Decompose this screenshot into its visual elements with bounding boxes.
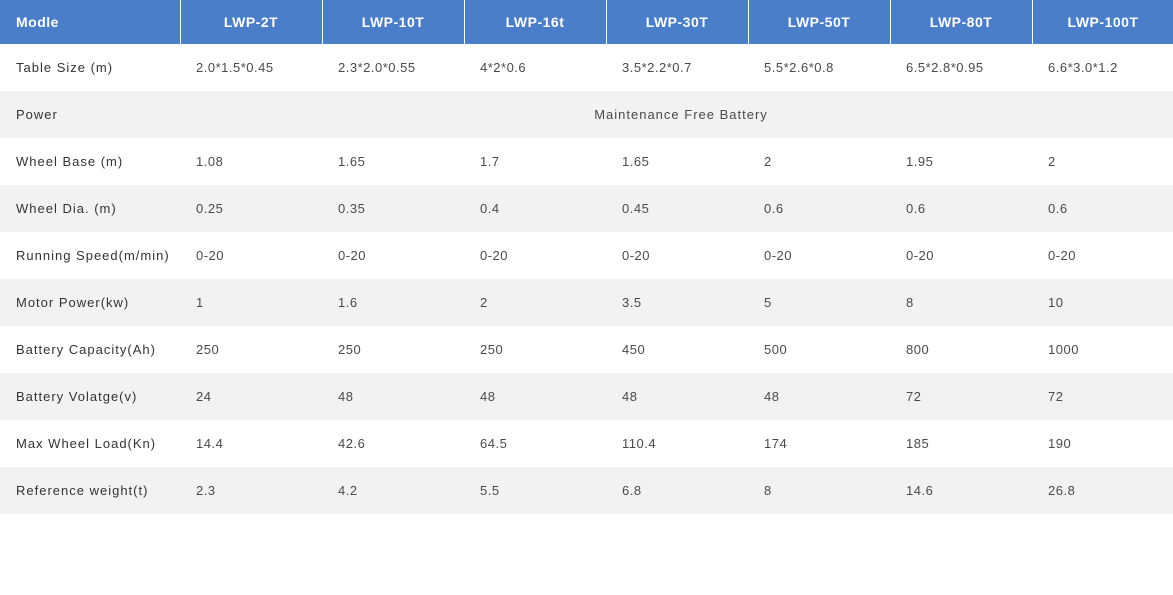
cell: 3.5*2.2*0.7 <box>606 44 748 91</box>
cell: 6.6*3.0*1.2 <box>1032 44 1173 91</box>
table-row: Reference weight(t)2.34.25.56.8814.626.8 <box>0 467 1173 514</box>
table-row: Wheel Dia. (m)0.250.350.40.450.60.60.6 <box>0 185 1173 232</box>
cell: 5.5*2.6*0.8 <box>748 44 890 91</box>
cell: 250 <box>464 326 606 373</box>
cell: 2 <box>464 279 606 326</box>
cell: 0.6 <box>890 185 1032 232</box>
row-label: Running Speed(m/min) <box>0 232 180 279</box>
cell: 48 <box>464 373 606 420</box>
table-row: Running Speed(m/min)0-200-200-200-200-20… <box>0 232 1173 279</box>
cell: 1.95 <box>890 138 1032 185</box>
cell: 185 <box>890 420 1032 467</box>
cell: 0-20 <box>890 232 1032 279</box>
row-label: Max Wheel Load(Kn) <box>0 420 180 467</box>
cell: 1.7 <box>464 138 606 185</box>
row-label: Power <box>0 91 180 138</box>
table-row: Table Size (m)2.0*1.5*0.452.3*2.0*0.554*… <box>0 44 1173 91</box>
spanned-cell: Maintenance Free Battery <box>180 91 1173 138</box>
cell: 0.35 <box>322 185 464 232</box>
cell: 64.5 <box>464 420 606 467</box>
cell: 0-20 <box>180 232 322 279</box>
cell: 14.6 <box>890 467 1032 514</box>
cell: 1.08 <box>180 138 322 185</box>
cell: 500 <box>748 326 890 373</box>
cell: 14.4 <box>180 420 322 467</box>
col-header: LWP-100T <box>1032 0 1173 44</box>
cell: 10 <box>1032 279 1173 326</box>
cell: 0-20 <box>1032 232 1173 279</box>
row-label: Battery Capacity(Ah) <box>0 326 180 373</box>
col-header: LWP-30T <box>606 0 748 44</box>
row-label: Motor Power(kw) <box>0 279 180 326</box>
cell: 800 <box>890 326 1032 373</box>
cell: 5.5 <box>464 467 606 514</box>
cell: 26.8 <box>1032 467 1173 514</box>
table-body: Table Size (m)2.0*1.5*0.452.3*2.0*0.554*… <box>0 44 1173 514</box>
row-label: Wheel Base (m) <box>0 138 180 185</box>
cell: 1.6 <box>322 279 464 326</box>
cell: 3.5 <box>606 279 748 326</box>
cell: 250 <box>180 326 322 373</box>
spec-table: Modle LWP-2T LWP-10T LWP-16t LWP-30T LWP… <box>0 0 1173 514</box>
col-header: LWP-16t <box>464 0 606 44</box>
cell: 6.5*2.8*0.95 <box>890 44 1032 91</box>
cell: 450 <box>606 326 748 373</box>
cell: 1.65 <box>322 138 464 185</box>
row-label: Wheel Dia. (m) <box>0 185 180 232</box>
cell: 72 <box>890 373 1032 420</box>
table-row: Battery Volatge(v)24484848487272 <box>0 373 1173 420</box>
cell: 5 <box>748 279 890 326</box>
col-header: LWP-50T <box>748 0 890 44</box>
col-header: Modle <box>0 0 180 44</box>
col-header: LWP-2T <box>180 0 322 44</box>
row-label: Table Size (m) <box>0 44 180 91</box>
cell: 2.0*1.5*0.45 <box>180 44 322 91</box>
cell: 2 <box>748 138 890 185</box>
cell: 0.4 <box>464 185 606 232</box>
cell: 2 <box>1032 138 1173 185</box>
cell: 48 <box>748 373 890 420</box>
table-row: Wheel Base (m)1.081.651.71.6521.952 <box>0 138 1173 185</box>
header-row: Modle LWP-2T LWP-10T LWP-16t LWP-30T LWP… <box>0 0 1173 44</box>
cell: 0.6 <box>748 185 890 232</box>
cell: 110.4 <box>606 420 748 467</box>
cell: 0-20 <box>322 232 464 279</box>
cell: 72 <box>1032 373 1173 420</box>
cell: 48 <box>606 373 748 420</box>
cell: 24 <box>180 373 322 420</box>
cell: 174 <box>748 420 890 467</box>
cell: 8 <box>890 279 1032 326</box>
cell: 1000 <box>1032 326 1173 373</box>
cell: 4.2 <box>322 467 464 514</box>
cell: 0.45 <box>606 185 748 232</box>
cell: 250 <box>322 326 464 373</box>
table-row: Battery Capacity(Ah)25025025045050080010… <box>0 326 1173 373</box>
cell: 2.3 <box>180 467 322 514</box>
row-label: Battery Volatge(v) <box>0 373 180 420</box>
cell: 6.8 <box>606 467 748 514</box>
cell: 190 <box>1032 420 1173 467</box>
cell: 42.6 <box>322 420 464 467</box>
col-header: LWP-80T <box>890 0 1032 44</box>
cell: 48 <box>322 373 464 420</box>
cell: 0.25 <box>180 185 322 232</box>
cell: 0-20 <box>748 232 890 279</box>
cell: 8 <box>748 467 890 514</box>
row-label: Reference weight(t) <box>0 467 180 514</box>
table-row: PowerMaintenance Free Battery <box>0 91 1173 138</box>
cell: 1 <box>180 279 322 326</box>
cell: 0.6 <box>1032 185 1173 232</box>
table-row: Max Wheel Load(Kn)14.442.664.5110.417418… <box>0 420 1173 467</box>
cell: 4*2*0.6 <box>464 44 606 91</box>
cell: 2.3*2.0*0.55 <box>322 44 464 91</box>
cell: 0-20 <box>464 232 606 279</box>
col-header: LWP-10T <box>322 0 464 44</box>
cell: 1.65 <box>606 138 748 185</box>
table-row: Motor Power(kw)11.623.55810 <box>0 279 1173 326</box>
cell: 0-20 <box>606 232 748 279</box>
